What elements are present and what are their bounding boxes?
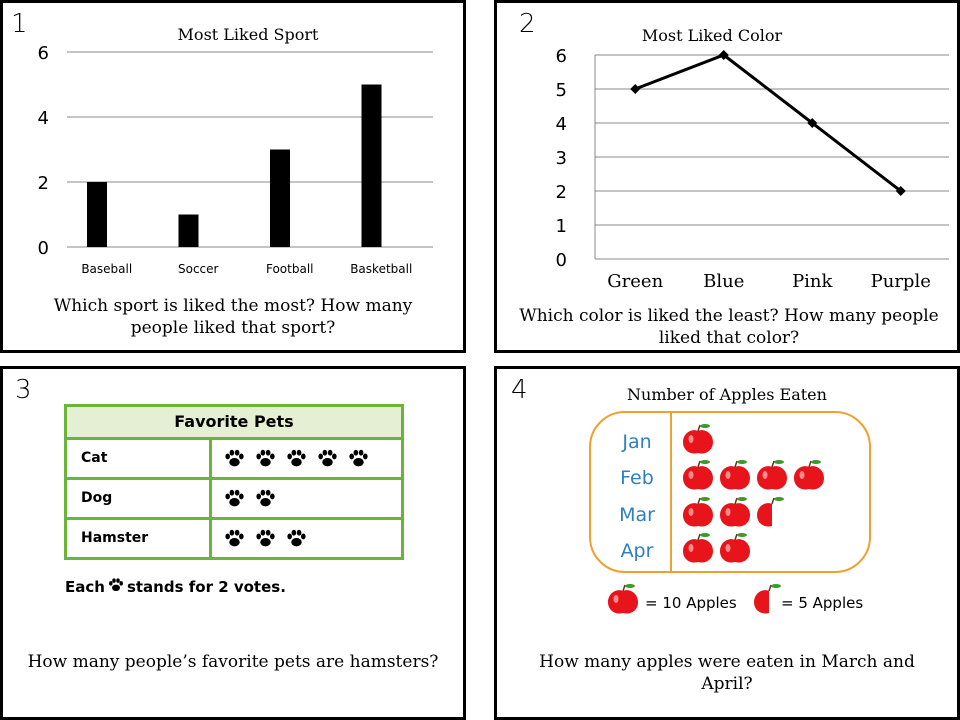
y-tick-label: 2	[38, 173, 49, 194]
paw-icon	[349, 449, 368, 467]
question-text: Which sport is liked the most? How many …	[53, 296, 413, 338]
paw-prints	[212, 520, 401, 557]
card-number: 3	[15, 375, 32, 405]
paw-prints	[212, 440, 401, 477]
pictograph-key: Each stands for 2 votes.	[65, 577, 286, 597]
apple-icon	[683, 497, 713, 527]
x-tick-label: Blue	[703, 271, 744, 292]
paw-icon	[225, 529, 244, 547]
question-text: How many people’s favorite pets are hams…	[27, 652, 439, 672]
apple-icon	[720, 533, 750, 563]
x-tick-label: Green	[607, 271, 663, 292]
apple-icon	[608, 584, 638, 614]
y-tick-label: 4	[38, 108, 49, 129]
point-purple	[895, 186, 906, 196]
chart-title: Most Liked Color	[641, 26, 783, 45]
line-chart: 0 1 2 3 4 5 6 Green Blue Pink Purple	[556, 46, 949, 292]
paw-icon	[225, 449, 244, 467]
key-suffix: stands for 2 votes.	[126, 578, 286, 596]
question-text: Which color is liked the least? How many…	[519, 306, 939, 348]
apple-icon	[720, 460, 750, 490]
bar-football	[270, 149, 290, 247]
y-tick-label: 3	[556, 148, 567, 169]
apple-icon	[683, 424, 713, 454]
paw-icon	[287, 449, 306, 467]
paw-icon	[256, 489, 275, 507]
row-label: Mar	[619, 504, 655, 526]
y-tick-label: 6	[556, 46, 567, 67]
row-label: Hamster	[67, 520, 212, 557]
x-tick-label: Basketball	[350, 262, 412, 276]
x-tick-label: Purple	[871, 271, 931, 292]
paw-prints	[212, 480, 401, 517]
y-tick-label: 2	[556, 182, 567, 203]
row-label: Dog	[67, 480, 212, 517]
paw-icon	[256, 449, 275, 467]
y-tick-label: 6	[38, 43, 49, 64]
row-label: Feb	[620, 467, 654, 489]
card-most-liked-color: 2 Most Liked Color 0 1 2 3 4 5 6 Green Blue Pink P…	[494, 0, 960, 353]
key-half-apple: = 5 Apples	[781, 594, 863, 612]
table-row: Cat	[67, 440, 401, 480]
series-line	[634, 53, 902, 193]
point-green	[630, 84, 641, 94]
row-label: Jan	[621, 431, 651, 453]
chart-title: Most Liked Sport	[177, 25, 319, 44]
apple-pictograph: Jan Feb Mar Apr = 10 Apples = 5 Apples	[589, 411, 871, 614]
table-row: Hamster	[67, 520, 401, 557]
bar-baseball	[87, 182, 107, 247]
paw-icon	[108, 578, 123, 591]
chart-title: Number of Apples Eaten	[627, 385, 827, 404]
y-tick-label: 1	[556, 216, 567, 237]
paw-icon	[108, 577, 124, 597]
bar-soccer	[178, 214, 199, 247]
key-prefix: Each	[65, 578, 105, 596]
pictograph-frame	[589, 411, 871, 573]
row-label: Cat	[67, 440, 212, 477]
apple-icon	[794, 460, 824, 490]
card-number: 2	[519, 9, 536, 39]
table-row: Dog	[67, 480, 401, 520]
question-text: How many apples were eaten in March and …	[539, 652, 915, 694]
x-tick-label: Soccer	[178, 262, 219, 276]
half-apple-icon	[757, 497, 784, 527]
x-tick-label: Pink	[792, 271, 833, 292]
half-apple-icon	[754, 584, 781, 614]
x-tick-label: Baseball	[81, 262, 132, 276]
card-favorite-pets: 3 Favorite Pets Cat Dog Hamster Each sta…	[0, 366, 466, 720]
y-tick-label: 0	[38, 238, 49, 259]
apple-icon	[720, 497, 750, 527]
paw-icon	[318, 449, 337, 467]
point-pink	[807, 118, 818, 128]
x-tick-label: Football	[266, 262, 314, 276]
favorite-pets-table: Favorite Pets Cat Dog Hamster	[64, 404, 404, 560]
paw-icon	[256, 529, 275, 547]
card-number: 1	[11, 9, 28, 39]
card-number: 4	[511, 375, 528, 405]
key-whole-apple: = 10 Apples	[645, 594, 737, 612]
apple-icon	[683, 533, 713, 563]
bar-basketball	[361, 84, 382, 247]
y-tick-label: 4	[556, 114, 567, 135]
table-title: Favorite Pets	[67, 407, 401, 440]
card-most-liked-sport: 1 Most Liked Sport 0 2 4 6 Baseball Soccer Foo…	[0, 0, 466, 353]
apple-icon	[757, 460, 787, 490]
y-tick-label: 5	[556, 80, 567, 101]
row-label: Apr	[621, 540, 654, 562]
bar-chart: 0 2 4 6 Baseball Soccer Football Basketball	[38, 43, 433, 276]
point-blue	[718, 50, 729, 60]
paw-icon	[287, 529, 306, 547]
y-tick-label: 0	[556, 250, 567, 271]
paw-icon	[225, 489, 244, 507]
card-apples-eaten: 4 Number of Apples Eaten Jan Feb Mar Apr = 1…	[494, 366, 960, 720]
apple-icon	[683, 460, 713, 490]
